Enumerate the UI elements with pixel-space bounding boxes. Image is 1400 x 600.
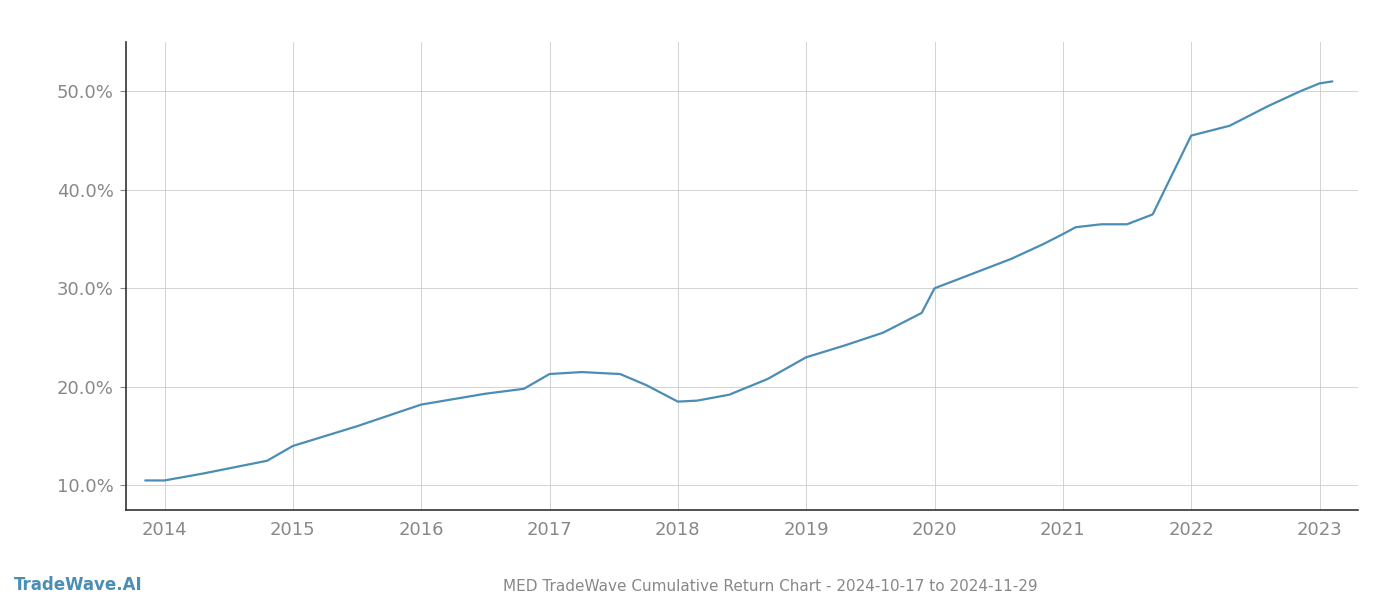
Text: TradeWave.AI: TradeWave.AI	[14, 576, 143, 594]
Text: MED TradeWave Cumulative Return Chart - 2024-10-17 to 2024-11-29: MED TradeWave Cumulative Return Chart - …	[503, 579, 1037, 594]
